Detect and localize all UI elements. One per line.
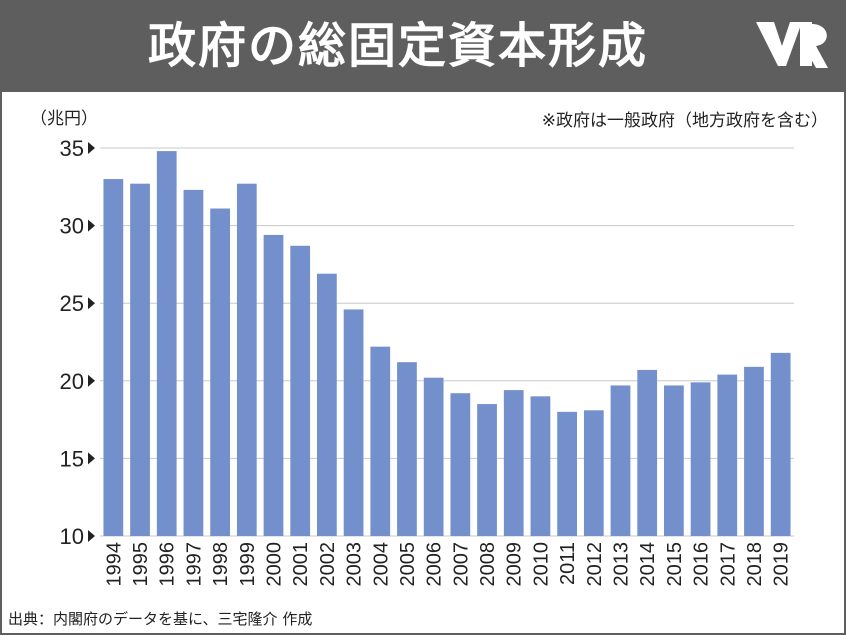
page-title: 政府の総固定資本形成 [148, 18, 649, 74]
y-axis-unit-label: （兆円） [30, 109, 98, 129]
bar-2014 [637, 369, 658, 536]
y-tick-label-35: 35 [60, 136, 84, 161]
bar-2004 [370, 346, 391, 536]
x-tick-label-2013: 2013 [611, 542, 633, 587]
x-tick-label-1996: 1996 [157, 542, 179, 587]
bars [103, 151, 791, 537]
bar-2018 [744, 366, 764, 536]
x-tick-label-2004: 2004 [370, 542, 392, 587]
x-tick-label-1994: 1994 [103, 542, 125, 587]
bar-2017 [717, 374, 738, 536]
bar-2005 [397, 362, 417, 536]
bar-1996 [156, 151, 177, 536]
y-axis-ticks: 10 15 20 25 30 35 [60, 136, 95, 549]
y-tick-label-25: 25 [60, 291, 84, 316]
x-tick-label-2015: 2015 [664, 542, 686, 587]
bar-2012 [583, 410, 604, 536]
x-tick-label-2009: 2009 [504, 542, 526, 587]
bar-1999 [236, 183, 257, 537]
x-tick-label-2001: 2001 [290, 542, 312, 587]
bar-2007 [450, 393, 471, 536]
x-tick-label-2007: 2007 [450, 542, 472, 587]
bar-1995 [130, 183, 150, 537]
bar-2008 [477, 404, 497, 536]
chart-note: ※政府は一般政府（地方政府を含む） [541, 111, 828, 131]
x-tick-label-2005: 2005 [397, 542, 419, 587]
y-tick-marker-15 [88, 452, 95, 465]
y-tick-marker-35 [88, 142, 95, 154]
x-tick-label-2016: 2016 [691, 542, 713, 587]
bar-2000 [263, 234, 284, 537]
bar-1997 [183, 189, 204, 537]
bar-2011 [557, 411, 577, 536]
x-tick-label-2017: 2017 [717, 542, 739, 587]
x-tick-label-2006: 2006 [424, 542, 446, 587]
x-tick-label-1997: 1997 [183, 542, 205, 587]
x-tick-label-2002: 2002 [317, 542, 339, 587]
x-tick-label-2008: 2008 [477, 542, 499, 587]
x-tick-label-1999: 1999 [237, 542, 259, 587]
x-tick-label-1998: 1998 [210, 542, 232, 587]
x-tick-label-2019: 2019 [771, 542, 793, 587]
x-tick-label-2012: 2012 [584, 542, 606, 587]
header-bar: 政府の総固定資本形成 [0, 0, 846, 92]
x-tick-label-2010: 2010 [530, 542, 552, 587]
x-tick-label-2011: 2011 [557, 542, 579, 585]
bar-2002 [317, 273, 337, 536]
y-tick-label-10: 10 [60, 524, 84, 549]
y-tick-marker-25 [88, 297, 95, 310]
y-tick-label-15: 15 [60, 446, 84, 471]
bar-2019 [770, 352, 791, 536]
source-credit: 出典：内閣府のデータを基に、三宅隆介 作成 [8, 610, 313, 628]
bar-2003 [343, 309, 364, 536]
y-tick-marker-10 [88, 530, 95, 542]
x-tick-label-2014: 2014 [637, 542, 659, 587]
bar-2001 [290, 245, 311, 536]
bar-1994 [103, 179, 124, 537]
bar-1998 [210, 208, 230, 536]
x-tick-label-2003: 2003 [344, 542, 366, 587]
y-tick-label-30: 30 [60, 214, 84, 239]
bar-2006 [423, 377, 444, 536]
x-tick-label-2000: 2000 [264, 542, 286, 587]
x-tick-label-2018: 2018 [744, 542, 766, 587]
y-tick-marker-30 [88, 219, 95, 232]
x-tick-label-1995: 1995 [130, 542, 152, 587]
bar-2015 [664, 385, 684, 536]
y-tick-marker-20 [88, 374, 95, 387]
bar-2009 [503, 390, 524, 536]
y-tick-label-20: 20 [60, 369, 84, 394]
x-axis-ticks: 1994 1995 1996 1997 1998 1999 2000 2001 2002 2003… [103, 542, 792, 587]
bar-2010 [530, 396, 551, 536]
bar-2013 [610, 385, 631, 536]
mr-logo-icon [756, 22, 828, 68]
bar-2016 [690, 382, 711, 536]
